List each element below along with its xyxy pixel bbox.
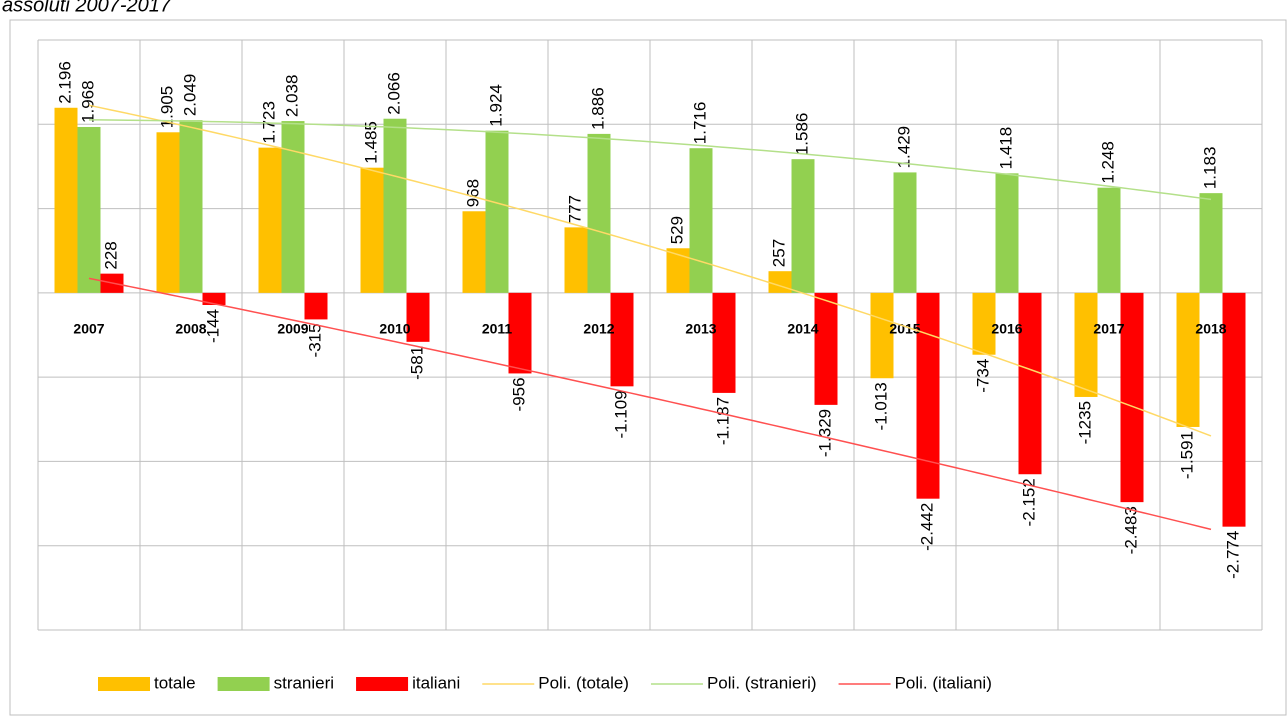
x-tick-label: 2015 (889, 321, 920, 337)
data-label: 1.905 (157, 86, 176, 129)
data-label: 2.049 (180, 74, 199, 117)
bar (610, 292, 634, 387)
data-label: 2.196 (55, 61, 74, 104)
bar (1018, 292, 1042, 475)
data-label: -1.109 (611, 390, 630, 438)
chart-title: assoluti 2007-2017 (2, 0, 172, 16)
trend-line (88, 104, 1212, 437)
x-tick-label: 2013 (685, 321, 716, 337)
data-label: -581 (407, 346, 426, 380)
x-tick-label: 2014 (787, 321, 818, 337)
data-label: 1.924 (486, 84, 505, 127)
data-label: 1.183 (1200, 147, 1219, 190)
bar (360, 167, 384, 293)
bar (258, 147, 282, 293)
data-label: 1.886 (588, 87, 607, 130)
bar (281, 121, 305, 293)
legend-label: Poli. (totale) (538, 673, 629, 692)
legend-swatch (217, 677, 270, 691)
legend-swatch (356, 677, 409, 691)
bar (1176, 292, 1200, 427)
bar (1074, 292, 1098, 397)
bar (54, 107, 78, 293)
bar (893, 172, 917, 293)
bar (304, 292, 328, 320)
data-label: 257 (769, 239, 788, 267)
x-tick-label: 2017 (1093, 321, 1124, 337)
x-tick-label: 2012 (583, 321, 614, 337)
data-label: -2.152 (1019, 478, 1038, 526)
data-label: -956 (509, 377, 528, 411)
bar (689, 148, 713, 293)
x-tick-label: 2010 (379, 321, 410, 337)
legend-label: totale (154, 673, 196, 692)
bar (508, 292, 532, 374)
bar (995, 173, 1019, 293)
x-tick-label: 2016 (991, 321, 1022, 337)
bar (383, 118, 407, 293)
bar (1120, 292, 1144, 503)
x-tick-label: 2008 (175, 321, 206, 337)
data-label: -144 (203, 309, 222, 343)
data-label: 777 (565, 195, 584, 223)
bar (768, 271, 792, 293)
data-label: -1235 (1075, 401, 1094, 444)
bar (1222, 292, 1246, 527)
x-tick-label: 2018 (1195, 321, 1226, 337)
data-label: 1.716 (690, 102, 709, 145)
data-label: 1.485 (361, 121, 380, 164)
legend-label: italiani (412, 673, 460, 692)
bar (77, 126, 101, 293)
legend-label: stranieri (274, 673, 334, 692)
data-label: -2.483 (1121, 506, 1140, 554)
data-label: 2.066 (384, 72, 403, 115)
x-tick-label: 2009 (277, 321, 308, 337)
data-label: -1.187 (713, 397, 732, 445)
bar (179, 120, 203, 293)
bar (916, 292, 940, 499)
data-label: 2.038 (282, 75, 301, 118)
data-label: 529 (667, 216, 686, 244)
x-tick-label: 2007 (73, 321, 104, 337)
legend-label: Poli. (stranieri) (707, 673, 817, 692)
bar (485, 130, 509, 293)
data-label: -1.329 (815, 409, 834, 457)
bar (791, 159, 815, 293)
data-label: 1.968 (78, 80, 97, 123)
data-label: -1.013 (871, 382, 890, 430)
data-label: -315 (305, 323, 324, 357)
data-label: 228 (101, 241, 120, 269)
data-label: 1.429 (894, 126, 913, 169)
data-label: 1.248 (1098, 141, 1117, 184)
x-tick-label: 2011 (482, 321, 513, 337)
bar (462, 211, 486, 293)
data-label: 968 (463, 179, 482, 207)
bar (156, 132, 180, 293)
trend-line (88, 277, 1212, 531)
bar (587, 133, 611, 293)
legend-swatch (98, 677, 150, 691)
data-label: 1.418 (996, 127, 1015, 170)
data-label: -2.774 (1223, 531, 1242, 579)
trend-line (88, 119, 1212, 201)
chart-border (9, 19, 1287, 716)
bar (666, 248, 690, 293)
bar (870, 292, 894, 379)
bar (406, 292, 430, 342)
bar (814, 292, 838, 405)
data-label: -1.591 (1177, 431, 1196, 479)
bar (1199, 193, 1223, 293)
bar (564, 227, 588, 293)
legend-label: Poli. (italiani) (895, 673, 992, 692)
data-label: 1.586 (792, 113, 811, 156)
data-label: -2.442 (917, 503, 936, 551)
data-label: -734 (973, 359, 992, 393)
bar (1097, 187, 1121, 293)
bar (712, 292, 736, 393)
bar (972, 292, 996, 355)
